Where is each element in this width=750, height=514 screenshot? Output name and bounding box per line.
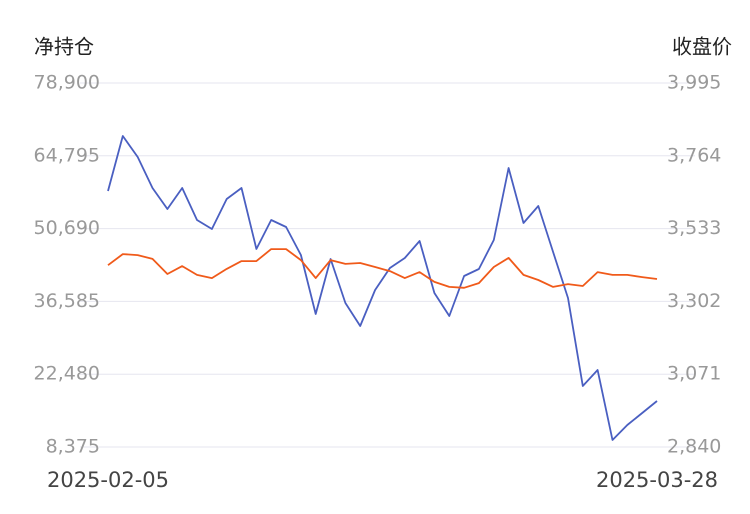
y-axis-title: 净持仓: [34, 35, 94, 59]
data-line: [107, 248, 658, 289]
y-tick-label: 22,480: [34, 363, 100, 385]
y2-tick-label: 3,764: [667, 144, 721, 166]
y2-tick-label: 3,533: [667, 217, 721, 239]
y-tick-label: 50,690: [34, 217, 100, 239]
y-tick-label: 8,375: [46, 436, 100, 458]
x-tick-label: 2025-03-28: [596, 468, 718, 492]
y2-tick-label: 2,840: [667, 436, 721, 458]
y-tick-label: 64,795: [34, 144, 100, 166]
x-tick-label: 2025-02-05: [47, 468, 169, 492]
y-tick-label: 36,585: [34, 290, 100, 312]
y2-tick-label: 3,071: [667, 363, 721, 385]
data-line: [107, 135, 658, 441]
y2-tick-label: 3,995: [667, 72, 721, 94]
y-tick-label: 78,900: [34, 72, 100, 94]
y2-tick-label: 3,302: [667, 290, 721, 312]
y2-axis-title: 收盘价: [672, 35, 732, 59]
